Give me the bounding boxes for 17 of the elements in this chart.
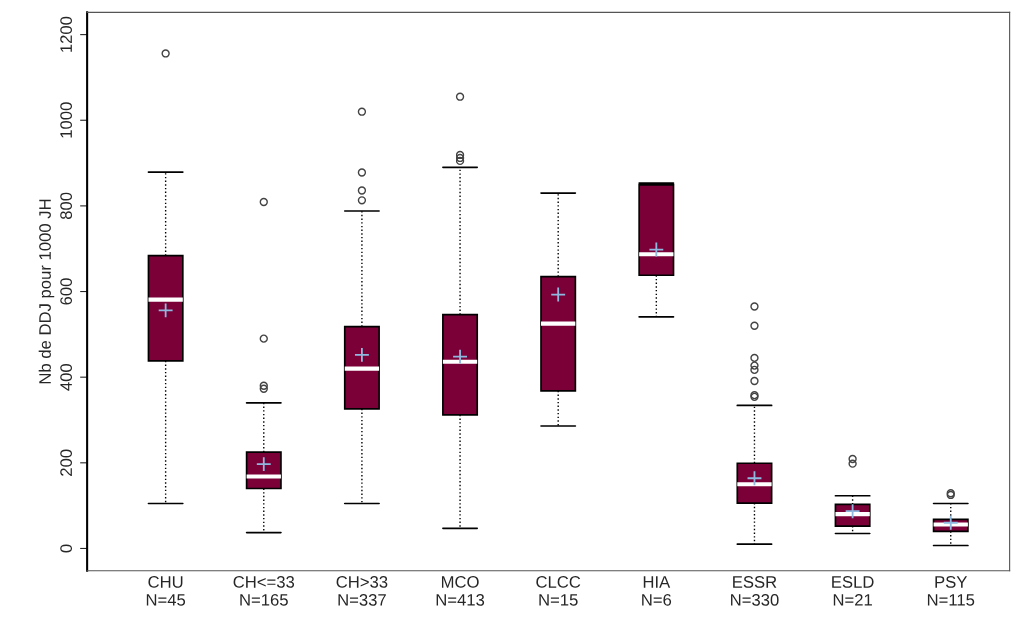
y-tick-label: 400 (60, 363, 73, 391)
x-tick-label: ESSR N=330 (731, 576, 779, 606)
x-tick-label: ESLD N=21 (832, 576, 874, 606)
y-tick-label: 600 (60, 278, 73, 305)
x-tick-label: CH>33 N=337 (336, 576, 388, 606)
y-tick-label: 0 (60, 544, 73, 553)
x-tick-label: CHU N=45 (146, 576, 186, 606)
y-axis-title: Nb de DDJ pour 1000 JH (38, 199, 55, 384)
y-tick-label: 800 (60, 192, 73, 220)
x-tick-label: CLCC N=15 (536, 576, 581, 606)
x-tick-label: CH<=33 N=165 (233, 576, 295, 606)
x-tick-label: PSY N=115 (927, 576, 975, 606)
y-tick-label: 1000 (60, 102, 73, 138)
y-tick-label: 1200 (60, 16, 73, 52)
x-tick-label: HIA N=6 (642, 576, 672, 606)
x-tick-label: MCO N=413 (436, 576, 485, 606)
y-tick-label: 200 (60, 449, 73, 476)
